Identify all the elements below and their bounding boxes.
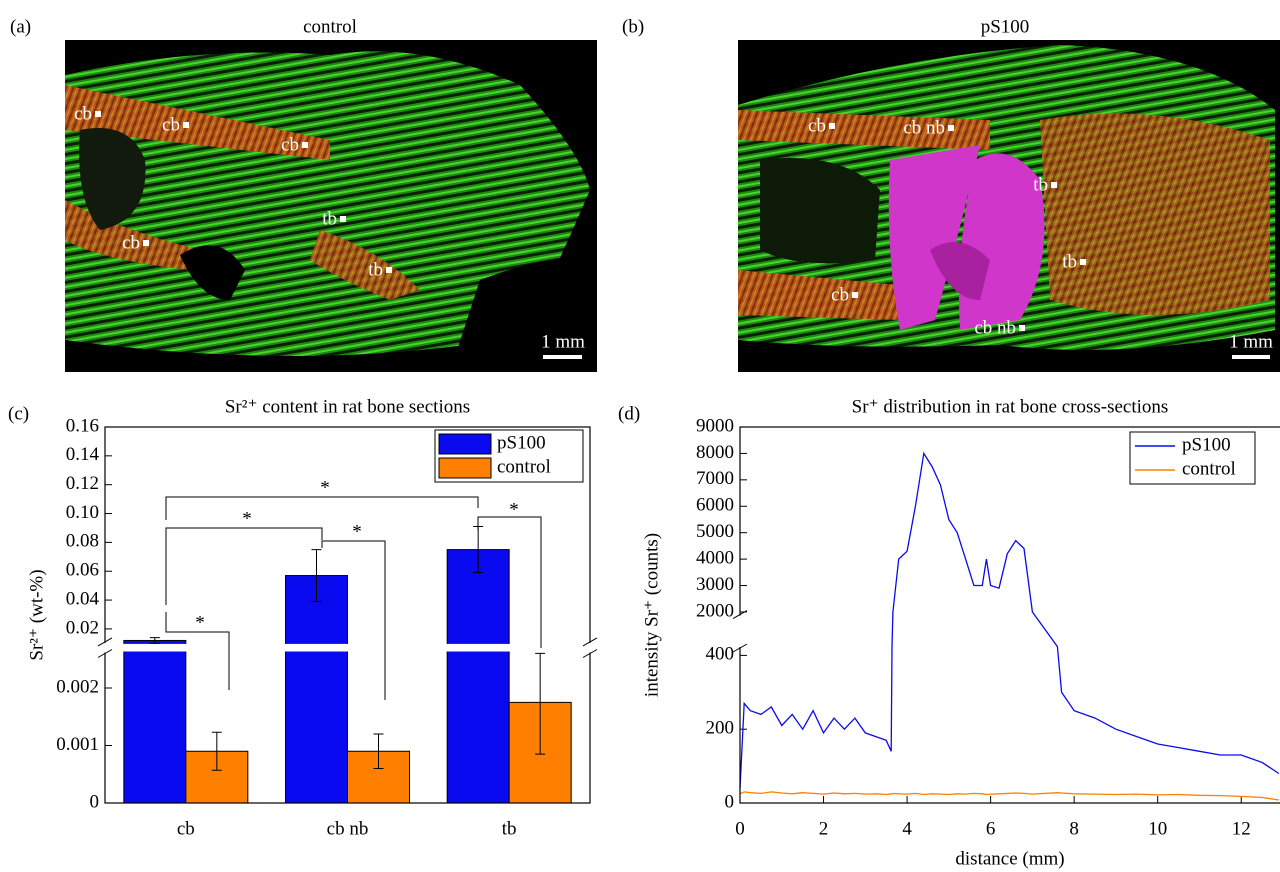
panel-title: control (303, 16, 357, 37)
error-bar (373, 733, 384, 769)
y-tick-label: 0.08 (66, 531, 99, 552)
annotation: cb (162, 114, 180, 135)
panel-label: (a) (10, 16, 31, 37)
y-tick-label: 0 (725, 791, 735, 812)
y-tick-label: 0.02 (66, 617, 99, 638)
y-tick-label: 4000 (696, 547, 734, 568)
axis-break (732, 610, 748, 620)
axis-break (732, 615, 748, 647)
annotation: tb (1033, 174, 1048, 195)
bar-break (122, 643, 187, 652)
axis-break (97, 637, 113, 647)
legend-label: control (1182, 458, 1236, 479)
line-series (739, 451, 1280, 789)
panel-label: (b) (622, 16, 644, 37)
y-tick-label: 0.04 (66, 588, 100, 609)
plot-frame (104, 426, 591, 804)
significance-label: * (320, 477, 330, 498)
x-tick-label: 2 (819, 818, 829, 839)
bar-break (446, 643, 511, 652)
y-tick-label: 6000 (696, 495, 734, 516)
panel-label: (c) (8, 403, 29, 424)
annotation: cb nb (974, 317, 1016, 338)
image-ps100 (738, 40, 1280, 372)
annotation: tb (368, 259, 383, 280)
y-tick-label: 0.14 (66, 444, 100, 465)
chart-title: Sr²⁺ content in rat bone sections (225, 396, 470, 417)
significance-label: * (242, 508, 252, 529)
axis-break (97, 642, 113, 653)
y-tick-label: 5000 (696, 521, 734, 542)
axis-break (732, 643, 748, 653)
legend-label: pS100 (497, 432, 546, 453)
chart-title: Sr⁺ distribution in rat bone cross-secti… (852, 396, 1169, 417)
y-tick-label: 9000 (696, 415, 734, 436)
x-tick-label: cb (177, 818, 195, 839)
significance-label: * (195, 612, 205, 633)
y-tick-label: 0.001 (56, 734, 99, 755)
scale-bar-label: 1 mm (1229, 331, 1273, 352)
axis-break (97, 649, 113, 658)
legend-box (1129, 431, 1256, 485)
annotation: cb (122, 232, 140, 253)
line-series (739, 791, 1279, 801)
significance-label: * (352, 521, 362, 542)
significance-brackets (165, 496, 542, 700)
axis-break (582, 637, 598, 647)
legend-swatch (438, 457, 492, 479)
y-tick-label: 7000 (696, 468, 734, 489)
y-tick-label: 0.002 (56, 676, 99, 697)
image-control (65, 40, 597, 372)
y-tick-label: 8000 (696, 442, 734, 463)
axis-break (582, 642, 598, 653)
scale-bar-label: 1 mm (541, 331, 585, 352)
panel-label: (d) (618, 403, 640, 424)
bar (285, 575, 348, 804)
y-tick-label: 200 (706, 718, 735, 739)
y-axis-label: Sr²⁺ (wt-%) (26, 569, 47, 660)
y-axis-label: intensity Sr⁺ (counts) (641, 533, 662, 697)
x-tick-label: 4 (902, 818, 912, 839)
y-tick-label: 0.06 (66, 560, 99, 581)
annotation-markers (95, 111, 1270, 359)
significance-label: * (509, 499, 519, 520)
annotation: cb (831, 284, 849, 305)
y-tick-label: 3000 (696, 574, 734, 595)
bar (123, 639, 187, 804)
error-bar (149, 637, 160, 644)
x-tick-label: 10 (1148, 818, 1167, 839)
error-bar (473, 526, 484, 574)
bar-break (284, 643, 349, 652)
bar (446, 549, 510, 804)
annotation: cb nb (903, 117, 945, 138)
x-axis-label: distance (mm) (955, 848, 1064, 869)
x-tick-label: 6 (986, 818, 996, 839)
y-tick-label: 0.12 (66, 473, 99, 494)
annotation: cb (74, 103, 92, 124)
error-bar (211, 731, 222, 771)
y-tick-label: 0.16 (66, 415, 99, 436)
y-tick-label: 0 (90, 791, 100, 812)
x-tick-label: 0 (735, 818, 745, 839)
legend-swatch (438, 433, 492, 455)
y-tick-label: 2000 (696, 600, 734, 621)
y-tick-label: 400 (706, 644, 735, 665)
panel-title: pS100 (981, 16, 1030, 37)
axis-break (582, 649, 598, 658)
x-tick-label: 8 (1069, 818, 1079, 839)
x-tick-label: tb (502, 818, 517, 839)
x-tick-label: 12 (1232, 818, 1251, 839)
legend-label: control (497, 456, 551, 477)
error-bar (311, 549, 322, 603)
y-tick-label: 0.10 (66, 502, 99, 523)
annotation: cb (808, 115, 826, 136)
error-bar (535, 652, 546, 755)
annotation: cb (281, 134, 299, 155)
x-tick-label: cb nb (327, 818, 369, 839)
annotation: tb (1062, 251, 1077, 272)
annotation: tb (322, 208, 337, 229)
legend-label: pS100 (1182, 434, 1231, 455)
